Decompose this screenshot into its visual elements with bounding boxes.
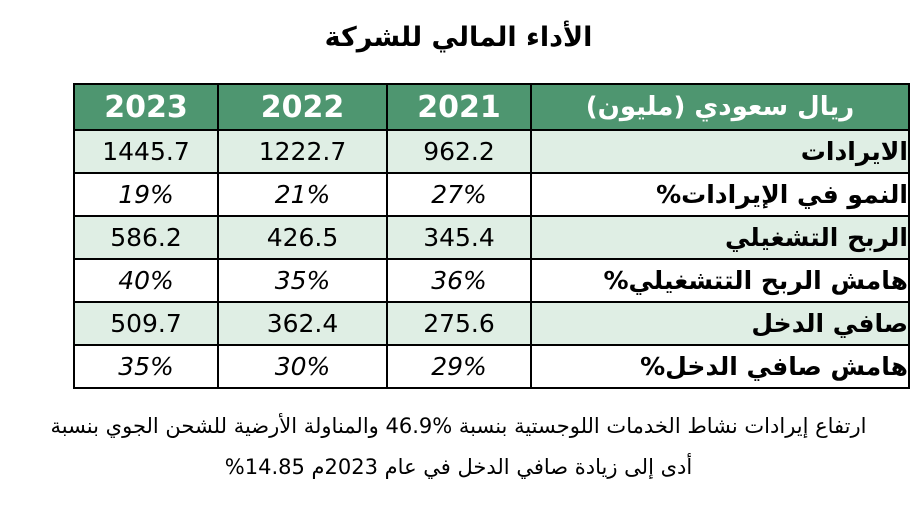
table-row: 19% 21% 27% النمو في الإيرادات%	[73, 172, 910, 217]
value-cell: 19%	[73, 172, 219, 217]
footer-line-2: %14.85 أدى إلى زيادة صافي الدخل في عام 2…	[224, 455, 693, 479]
table-header-row: 2023 2022 2021 ريال سعودي (مليون)	[73, 83, 910, 131]
value-cell: 36%	[386, 258, 532, 303]
value-cell: 27%	[386, 172, 532, 217]
value-cell: 962.2	[386, 129, 532, 174]
row-label: النمو في الإيرادات%	[530, 172, 910, 217]
value-cell: 29%	[386, 344, 532, 389]
value-cell: 35%	[217, 258, 388, 303]
value-cell: 275.6	[386, 301, 532, 346]
value-cell: 586.2	[73, 215, 219, 260]
value-cell: 40%	[73, 258, 219, 303]
financial-table: 2023 2022 2021 ريال سعودي (مليون) 1445.7…	[73, 83, 910, 389]
table-body: 1445.7 1222.7 962.2 الايرادات 19% 21% 27% النمو…	[73, 129, 910, 389]
row-label: الربح التشغيلي	[530, 215, 910, 260]
header-year-2021: 2021	[386, 83, 532, 131]
footer-line-1: ارتفاع إيرادات نشاط الخدمات اللوجستية بن…	[50, 414, 867, 438]
value-cell: 362.4	[217, 301, 388, 346]
value-cell: 35%	[73, 344, 219, 389]
table-row: 1445.7 1222.7 962.2 الايرادات	[73, 129, 910, 174]
value-cell: 1445.7	[73, 129, 219, 174]
value-cell: 345.4	[386, 215, 532, 260]
value-cell: 1222.7	[217, 129, 388, 174]
row-label: الايرادات	[530, 129, 910, 174]
value-cell: 30%	[217, 344, 388, 389]
value-cell: 21%	[217, 172, 388, 217]
table-row: 40% 35% 36% هامش الربح التتشغيلي%	[73, 258, 910, 303]
footer-note: ارتفاع إيرادات نشاط الخدمات اللوجستية بن…	[0, 406, 917, 488]
row-label: هامش صافي الدخل%	[530, 344, 910, 389]
table-row: 586.2 426.5 345.4 الربح التشغيلي	[73, 215, 910, 260]
page-title: الأداء المالي للشركة	[324, 22, 593, 53]
table-row: 509.7 362.4 275.6 صافي الدخل	[73, 301, 910, 346]
header-year-2022: 2022	[217, 83, 388, 131]
value-cell: 509.7	[73, 301, 219, 346]
row-label: هامش الربح التتشغيلي%	[530, 258, 910, 303]
value-cell: 426.5	[217, 215, 388, 260]
row-label: صافي الدخل	[530, 301, 910, 346]
header-year-2023: 2023	[73, 83, 219, 131]
header-currency-label: ريال سعودي (مليون)	[530, 83, 910, 131]
table-row: 35% 30% 29% هامش صافي الدخل%	[73, 344, 910, 389]
